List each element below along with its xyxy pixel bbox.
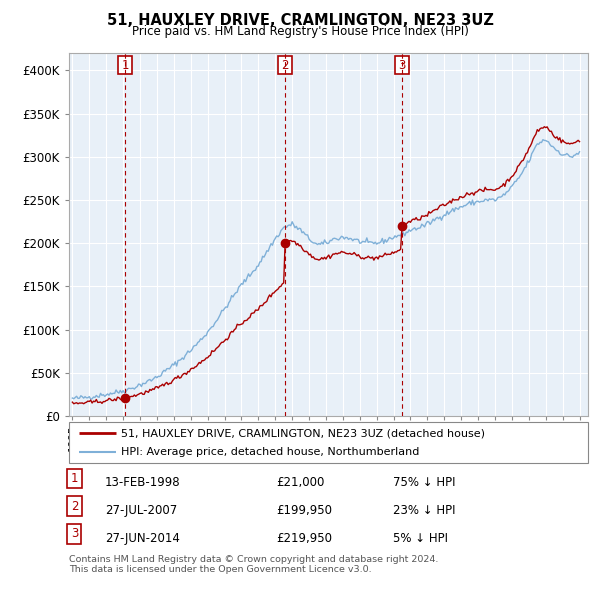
Text: HPI: Average price, detached house, Northumberland: HPI: Average price, detached house, Nort… xyxy=(121,447,419,457)
Text: 13-FEB-1998: 13-FEB-1998 xyxy=(105,476,181,489)
Text: Price paid vs. HM Land Registry's House Price Index (HPI): Price paid vs. HM Land Registry's House … xyxy=(131,25,469,38)
Text: £199,950: £199,950 xyxy=(276,504,332,517)
Text: This data is licensed under the Open Government Licence v3.0.: This data is licensed under the Open Gov… xyxy=(69,565,371,573)
Text: 2: 2 xyxy=(281,58,289,71)
Text: 3: 3 xyxy=(71,527,78,540)
Text: 1: 1 xyxy=(121,58,129,71)
Text: £21,000: £21,000 xyxy=(276,476,325,489)
Text: 27-JUN-2014: 27-JUN-2014 xyxy=(105,532,180,545)
Text: 2: 2 xyxy=(71,500,78,513)
Text: 51, HAUXLEY DRIVE, CRAMLINGTON, NE23 3UZ (detached house): 51, HAUXLEY DRIVE, CRAMLINGTON, NE23 3UZ… xyxy=(121,428,485,438)
Text: 75% ↓ HPI: 75% ↓ HPI xyxy=(393,476,455,489)
Text: 1: 1 xyxy=(71,472,78,485)
Text: £219,950: £219,950 xyxy=(276,532,332,545)
Text: 3: 3 xyxy=(398,58,406,71)
Text: 5% ↓ HPI: 5% ↓ HPI xyxy=(393,532,448,545)
Text: Contains HM Land Registry data © Crown copyright and database right 2024.: Contains HM Land Registry data © Crown c… xyxy=(69,555,439,563)
Text: 27-JUL-2007: 27-JUL-2007 xyxy=(105,504,177,517)
Text: 51, HAUXLEY DRIVE, CRAMLINGTON, NE23 3UZ: 51, HAUXLEY DRIVE, CRAMLINGTON, NE23 3UZ xyxy=(107,13,493,28)
Text: 23% ↓ HPI: 23% ↓ HPI xyxy=(393,504,455,517)
